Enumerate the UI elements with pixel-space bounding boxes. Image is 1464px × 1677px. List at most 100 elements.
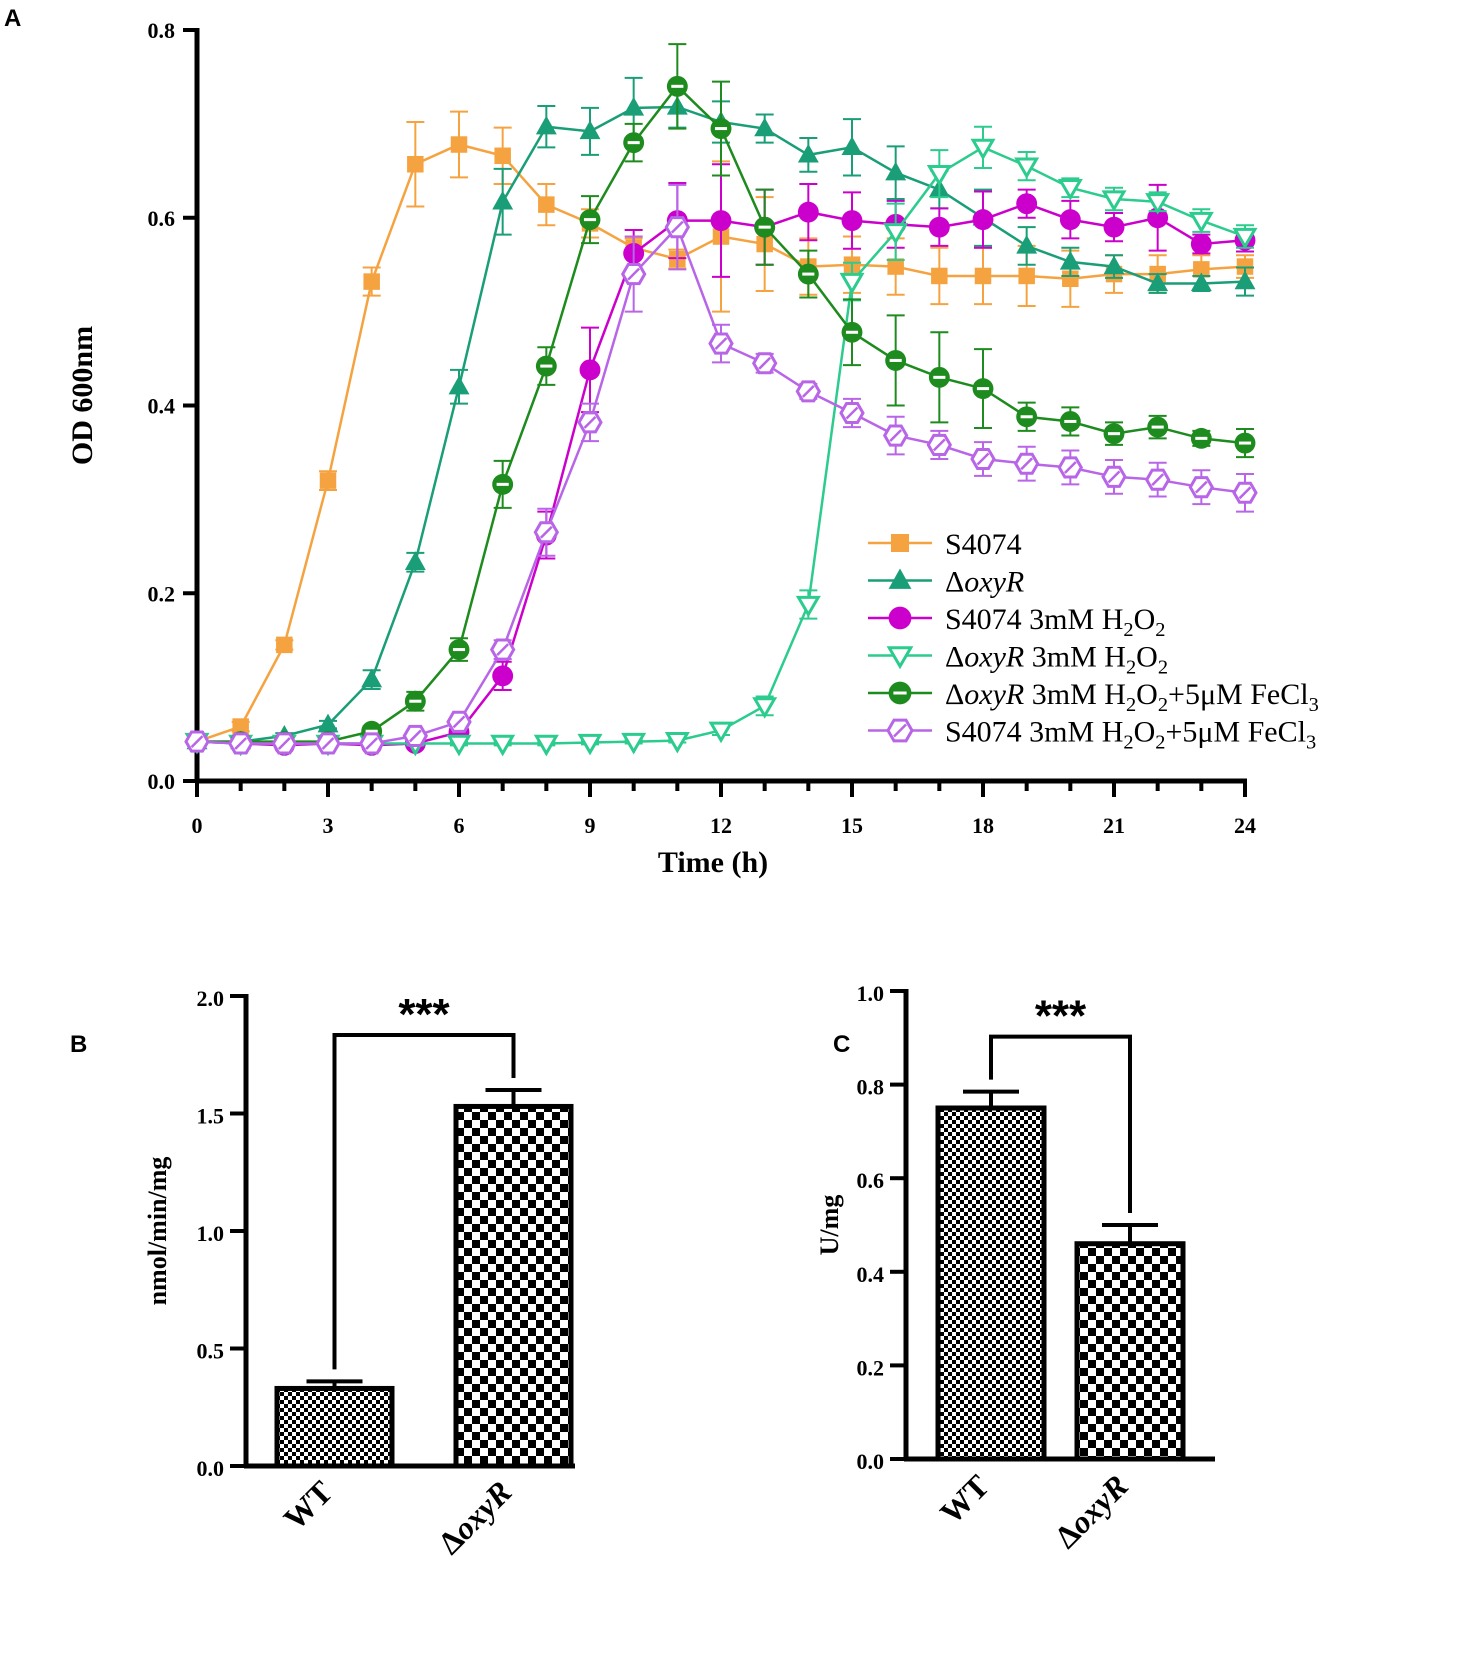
data-point — [664, 731, 690, 754]
panel-label-b: B — [70, 1031, 87, 1058]
significance-bracket — [989, 1034, 1132, 1213]
data-point — [795, 595, 821, 618]
data-point-slash — [932, 438, 946, 452]
data-point — [577, 733, 603, 756]
y-tick-label: 0.0 — [148, 769, 176, 794]
data-point — [885, 161, 907, 181]
bar-oxyr — [453, 1103, 574, 1469]
data-point — [972, 209, 994, 231]
data-point-bar — [1195, 436, 1208, 440]
x-tick-label: 3 — [323, 813, 334, 838]
x-category-label: ΔoxyR — [431, 1473, 518, 1560]
data-point-slash — [758, 356, 772, 370]
data-point-bar — [1238, 441, 1252, 445]
x-category-label: ΔoxyR — [1048, 1467, 1135, 1554]
umg-bar-chart: 0.0 0.2 0.4 0.6 0.8 1.0 U/mg WT ΔoxyR *** — [815, 981, 1215, 1555]
data-point-slash — [801, 385, 815, 398]
y-tick-label: 0.0 — [197, 1456, 225, 1481]
data-point — [926, 164, 952, 187]
y-tick-label: 0.2 — [148, 581, 176, 606]
data-point-slash — [190, 735, 204, 748]
data-point-slash — [1194, 480, 1208, 494]
data-point — [970, 138, 996, 161]
data-point-slash — [496, 643, 510, 656]
bar-wt — [935, 1105, 1047, 1462]
data-point-bar — [540, 364, 553, 368]
data-point — [535, 115, 557, 135]
data-point-slash — [321, 737, 335, 750]
data-point — [232, 718, 249, 735]
data-point — [1103, 255, 1125, 275]
data-point-slash — [1020, 457, 1034, 471]
y-tick-label: 1.0 — [197, 1221, 225, 1246]
data-point-bar — [933, 375, 946, 379]
y-tick-label: 0.6 — [857, 1168, 885, 1193]
data-point — [1147, 207, 1169, 229]
bar-wt — [274, 1385, 395, 1469]
data-point — [533, 734, 559, 757]
x-category-label: WT — [933, 1467, 996, 1530]
data-point — [1062, 270, 1079, 288]
data-point — [839, 272, 865, 295]
x-tick-label: 0 — [192, 813, 203, 838]
data-point-bar — [845, 330, 859, 334]
data-point-bar — [714, 127, 728, 131]
data-point-bar — [671, 84, 684, 88]
data-point-slash — [714, 337, 728, 350]
data-point-slash — [277, 737, 291, 750]
data-point — [450, 136, 468, 153]
data-point — [579, 120, 601, 140]
legend-label: S4074 3mM H2O2+5μM FeCl3 — [945, 716, 1316, 754]
data-point — [797, 143, 819, 163]
legend-marker — [888, 606, 912, 630]
data-point — [1016, 234, 1038, 254]
data-point-bar — [409, 699, 422, 703]
data-point — [1190, 233, 1212, 255]
y-tick-label: 0.8 — [857, 1075, 885, 1100]
data-point — [708, 721, 734, 744]
x-axis-title: Time (h) — [658, 846, 768, 879]
data-point-bar — [1107, 432, 1121, 436]
y-axis-title: nmol/min/mg — [143, 1157, 172, 1306]
x-tick-label: 24 — [1234, 813, 1256, 838]
legend-label: ΔoxyR — [945, 566, 1024, 599]
legend-item-oxyr-3mm-h-o-5-m-fecl: ΔoxyR 3mM H2O2+5μM FeCl3 — [868, 678, 1319, 716]
data-point — [317, 713, 339, 733]
y-tick-label: 0.5 — [197, 1339, 225, 1364]
legend-marker — [891, 534, 909, 552]
data-point — [754, 117, 776, 137]
data-point — [448, 375, 470, 395]
data-point — [841, 136, 863, 156]
data-point — [538, 196, 555, 213]
legend-marker-slash — [893, 723, 907, 738]
data-point-bar — [758, 225, 771, 229]
data-point — [1016, 193, 1038, 215]
data-point — [363, 273, 380, 290]
legend-item-s4074-3mm-h-o: S4074 3mM H2O2 — [868, 603, 1165, 641]
data-point-slash — [583, 416, 597, 429]
data-point-slash — [976, 452, 990, 466]
data-point-slash — [670, 220, 684, 234]
x-tick-label: 15 — [841, 813, 863, 838]
data-point — [579, 359, 601, 381]
data-point-slash — [1063, 461, 1077, 474]
data-point — [752, 697, 778, 719]
data-point-bar — [365, 729, 378, 733]
legend-item-oxyr: ΔoxyR — [868, 566, 1024, 599]
y-axis-title: OD 600nm — [66, 326, 99, 465]
data-point-slash — [889, 429, 903, 442]
y-tick-label: 2.0 — [197, 986, 225, 1011]
panel-label-a: A — [4, 5, 21, 32]
data-point — [1145, 193, 1171, 215]
data-point — [492, 190, 514, 210]
data-point — [1188, 211, 1214, 234]
data-point — [1232, 227, 1258, 250]
data-point — [928, 216, 950, 238]
x-tick-label: 21 — [1103, 813, 1125, 838]
data-point — [1234, 270, 1256, 290]
data-point-slash — [452, 715, 466, 729]
y-tick-label: 0.4 — [148, 394, 176, 419]
data-point-bar — [583, 218, 597, 222]
